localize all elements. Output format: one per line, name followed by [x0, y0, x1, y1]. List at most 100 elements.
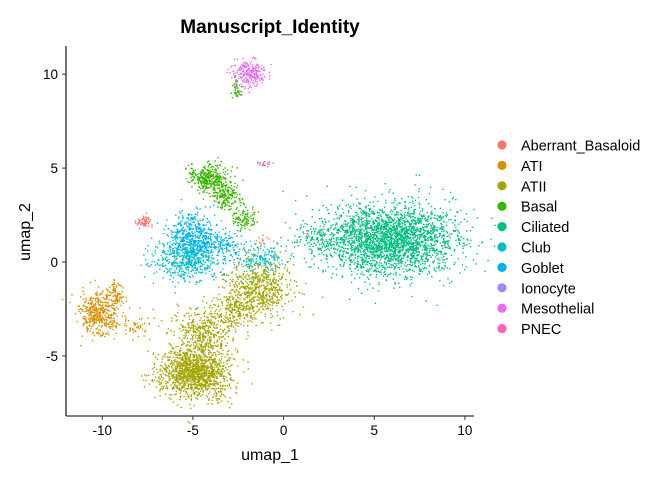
data-point — [345, 238, 347, 240]
data-point — [186, 364, 188, 367]
data-point — [251, 273, 253, 275]
data-point — [212, 371, 215, 374]
data-point — [212, 370, 215, 372]
data-point — [226, 325, 228, 328]
data-point — [179, 350, 182, 352]
data-point — [227, 302, 229, 304]
data-point — [260, 295, 262, 297]
data-point — [213, 393, 215, 396]
data-point — [192, 173, 194, 176]
data-point — [272, 315, 274, 317]
data-point — [218, 336, 220, 338]
data-point — [183, 395, 185, 398]
data-point — [178, 362, 180, 364]
data-point — [231, 403, 233, 405]
data-point — [209, 304, 211, 307]
data-point — [277, 266, 279, 268]
data-point — [242, 202, 244, 204]
data-point — [218, 201, 220, 203]
data-point — [135, 330, 137, 333]
data-point — [312, 314, 314, 316]
data-point — [209, 355, 212, 358]
data-point — [184, 376, 186, 378]
data-point — [88, 318, 90, 320]
data-point — [197, 388, 200, 390]
data-point — [255, 275, 257, 277]
data-point — [201, 366, 204, 369]
data-point — [165, 353, 167, 355]
data-point — [160, 319, 163, 322]
data-point — [175, 393, 177, 395]
data-point — [172, 376, 174, 379]
data-point — [160, 381, 162, 384]
data-point — [413, 263, 416, 265]
data-point — [187, 326, 190, 328]
data-point — [247, 220, 249, 222]
data-point — [108, 298, 110, 301]
data-point — [132, 329, 134, 331]
data-point — [208, 192, 210, 195]
data-point — [141, 317, 143, 320]
data-point — [442, 284, 445, 287]
data-point — [411, 264, 414, 266]
data-point — [253, 222, 256, 224]
data-point — [365, 261, 368, 263]
data-point — [333, 243, 335, 246]
data-point — [348, 257, 351, 259]
data-point — [366, 255, 368, 257]
data-point — [219, 190, 221, 192]
data-point — [178, 387, 181, 389]
data-point — [196, 173, 198, 176]
data-point — [227, 186, 229, 189]
data-point — [125, 300, 128, 302]
data-point — [190, 344, 192, 347]
data-point — [255, 292, 257, 294]
data-point — [186, 344, 188, 346]
data-point — [211, 300, 213, 302]
data-point — [186, 388, 189, 390]
data-point — [141, 221, 143, 223]
data-point — [114, 295, 117, 297]
data-point — [116, 294, 119, 297]
data-point — [209, 163, 211, 166]
data-point — [217, 397, 220, 400]
data-point — [179, 351, 182, 353]
data-point — [231, 193, 234, 195]
data-point — [246, 278, 248, 281]
data-point — [154, 396, 156, 399]
data-point — [381, 246, 383, 248]
data-point — [258, 289, 261, 291]
data-point — [417, 264, 420, 267]
data-point — [96, 315, 99, 318]
data-point — [275, 281, 277, 283]
data-point — [337, 254, 340, 257]
data-point — [208, 336, 211, 338]
data-point — [202, 391, 204, 393]
data-point — [363, 254, 366, 256]
data-point — [339, 238, 342, 241]
data-point — [85, 316, 87, 319]
data-point — [271, 329, 273, 331]
data-point — [386, 216, 388, 219]
data-point — [219, 324, 222, 327]
data-point — [209, 359, 211, 361]
data-point — [344, 247, 347, 250]
data-point — [368, 269, 370, 271]
data-point — [221, 347, 223, 349]
data-point — [220, 312, 223, 315]
data-point — [230, 197, 233, 200]
data-point — [212, 387, 214, 390]
data-point — [254, 272, 256, 274]
data-point — [215, 177, 218, 179]
data-point — [125, 320, 127, 322]
data-point — [105, 325, 108, 328]
data-point — [392, 229, 394, 232]
data-point — [103, 318, 105, 320]
data-point — [203, 177, 205, 179]
data-point — [190, 167, 192, 170]
data-point — [213, 195, 215, 198]
data-point — [193, 378, 196, 381]
data-point — [196, 376, 198, 378]
data-point — [213, 200, 215, 202]
data-point — [196, 366, 199, 368]
